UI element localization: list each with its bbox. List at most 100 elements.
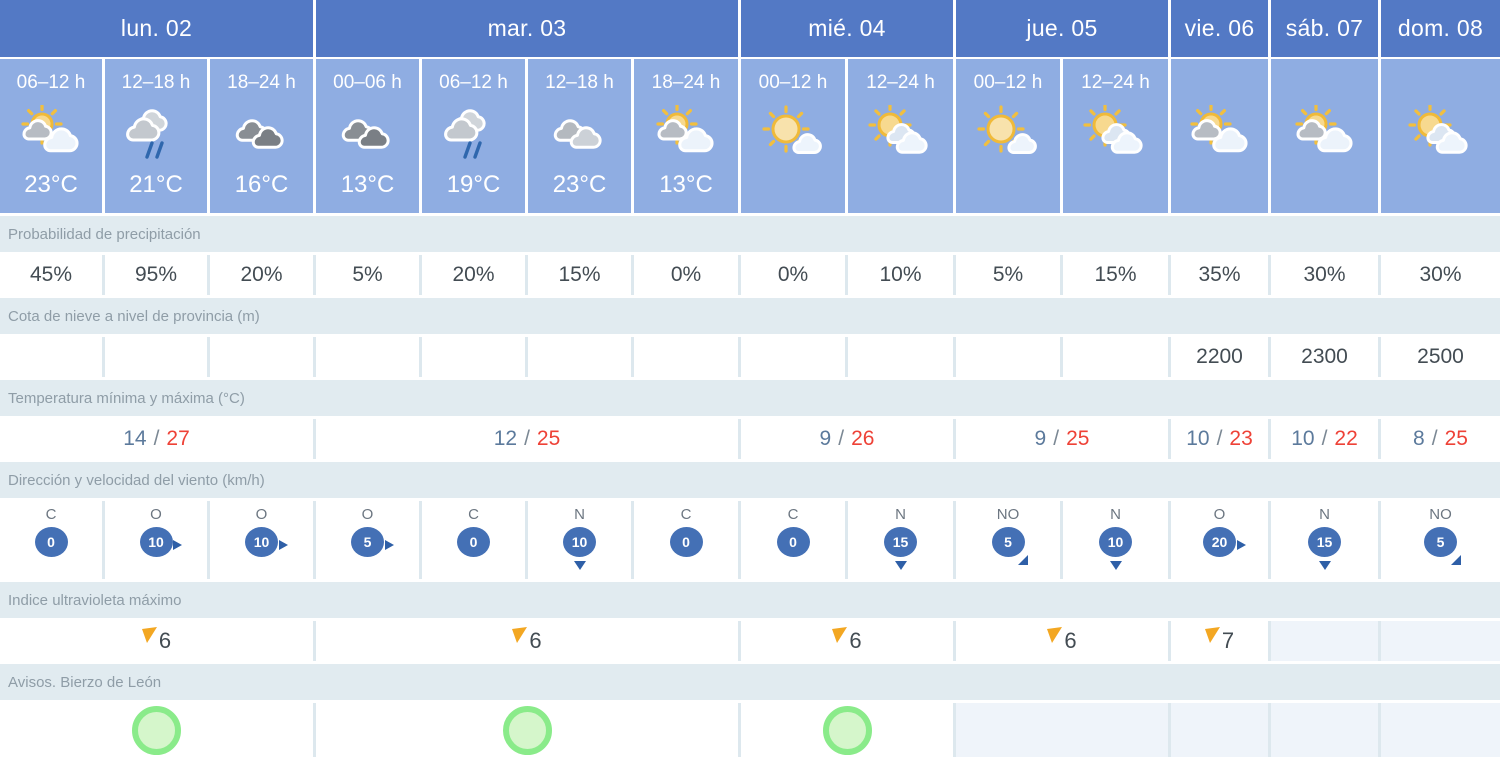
temperature-separator: / bbox=[1431, 427, 1438, 450]
wind-cell: N 15 bbox=[848, 501, 953, 579]
uv-flag-icon bbox=[832, 626, 848, 643]
snow-level-cell bbox=[634, 337, 738, 377]
day-header-cell: dom. 08 bbox=[1381, 0, 1500, 57]
temperature-separator: / bbox=[838, 427, 845, 450]
precipitation-probability-cell: 20% bbox=[422, 255, 525, 295]
min-temperature: 9 bbox=[819, 427, 832, 450]
max-temperature: 25 bbox=[536, 427, 561, 450]
row-label-uv-index: Indice ultravioleta máximo bbox=[0, 582, 1500, 618]
time-slot-cell: 00–12 h bbox=[741, 59, 845, 213]
uv-flag-icon bbox=[512, 626, 528, 643]
slot-temperature: 19°C bbox=[446, 171, 501, 198]
wind-arrow-right-icon bbox=[384, 540, 394, 550]
wind-direction-label: N bbox=[895, 506, 906, 523]
wind-speed-badge: 5 bbox=[1424, 527, 1457, 557]
warning-status-cell bbox=[1271, 703, 1378, 757]
wind-cell: N 10 bbox=[528, 501, 631, 579]
warnings-values-row bbox=[0, 703, 1500, 757]
weather-icon-wrap bbox=[866, 99, 936, 169]
uv-index-cell: 7 bbox=[1171, 621, 1268, 661]
wind-arrow-down-icon bbox=[573, 561, 586, 570]
wind-direction-label: C bbox=[680, 506, 692, 523]
slot-time-label: 00–12 h bbox=[973, 72, 1043, 93]
wind-cell: NO 5 bbox=[956, 501, 1060, 579]
day-header-cell: mié. 04 bbox=[741, 0, 953, 57]
snow-level-cell bbox=[0, 337, 102, 377]
green-warning-circle-icon bbox=[132, 705, 181, 755]
slot-time-label: 06–12 h bbox=[16, 72, 86, 93]
weather-icon-wrap bbox=[227, 99, 297, 169]
row-label-snow-level: Cota de nieve a nivel de provincia (m) bbox=[0, 298, 1500, 334]
wind-cell: O 10 bbox=[210, 501, 313, 579]
wind-arrow-right-icon bbox=[173, 540, 182, 550]
uv-index-cell: 6 bbox=[316, 621, 738, 661]
wind-arrow-right-icon bbox=[278, 540, 288, 550]
min-max-temperature-cell: 10 / 22 bbox=[1271, 419, 1378, 459]
temperature-separator: / bbox=[1321, 427, 1328, 450]
time-slot-cell: 12–18 h 23°C bbox=[528, 59, 631, 213]
wind-speed-badge: 5 bbox=[991, 527, 1025, 557]
time-slot-cell bbox=[1171, 59, 1268, 213]
wind-speed-badge: 10 bbox=[139, 527, 173, 557]
wind-direction-label: NO bbox=[996, 506, 1020, 523]
time-slot-cell: 12–18 h 21°C bbox=[105, 59, 207, 213]
time-slot-cell bbox=[1271, 59, 1378, 213]
wind-speed-badge: 15 bbox=[1308, 527, 1341, 557]
precipitation-probability-cell: 95% bbox=[105, 255, 207, 295]
day-header-cell: sáb. 07 bbox=[1271, 0, 1378, 57]
time-slot-cell: 12–24 h bbox=[1063, 59, 1168, 213]
temperature-separator: / bbox=[524, 427, 530, 450]
precipitation-probability-cell: 5% bbox=[316, 255, 419, 295]
weather-icon-wrap bbox=[651, 99, 721, 169]
wind-values-row: C 0 O 10 O 10 O 5 C 0 N 10 C 0 C 0 N 15 NO 5 N 10 O 20 N 15 NO 5 bbox=[0, 501, 1500, 579]
weather-icon-wrap bbox=[545, 99, 615, 169]
day-header-cell: vie. 06 bbox=[1171, 0, 1268, 57]
min-temperature: 12 bbox=[493, 427, 518, 450]
uv-index-cell: 6 bbox=[0, 621, 313, 661]
uv-number: 6 bbox=[1064, 628, 1077, 653]
snow-level-cell bbox=[105, 337, 207, 377]
wind-direction-label: N bbox=[574, 506, 585, 523]
min-max-temperature-cell: 9 / 25 bbox=[956, 419, 1168, 459]
max-temperature: 26 bbox=[851, 427, 875, 450]
wind-arrow-down-right-icon bbox=[1018, 555, 1028, 565]
slot-time-label: 12–18 h bbox=[121, 72, 191, 93]
max-temperature: 23 bbox=[1229, 427, 1253, 450]
wind-speed-badge: 20 bbox=[1203, 527, 1236, 557]
min-max-temperature-cell: 8 / 25 bbox=[1381, 419, 1500, 459]
temperature-label: Temperatura mínima y máxima (°C) bbox=[8, 389, 245, 407]
uv-number: 6 bbox=[158, 628, 172, 653]
wind-arrow-right-icon bbox=[1236, 540, 1246, 550]
min-max-temperature-cell: 10 / 23 bbox=[1171, 419, 1268, 459]
precipitation-probability-cell: 15% bbox=[528, 255, 631, 295]
warning-status-cell bbox=[1381, 703, 1500, 757]
wind-direction-label: C bbox=[787, 506, 799, 523]
slot-temperature: 23°C bbox=[552, 171, 607, 198]
wind-direction-label: N bbox=[1110, 506, 1121, 523]
wind-direction-label: O bbox=[255, 506, 268, 523]
uv-index-cell: 6 bbox=[741, 621, 953, 661]
uv-index-value: 6 bbox=[1047, 626, 1077, 654]
wind-direction-label: C bbox=[45, 506, 57, 523]
wind-cell: N 10 bbox=[1063, 501, 1168, 579]
wind-direction-label: NO bbox=[1429, 506, 1452, 523]
uv-index-value: 6 bbox=[512, 626, 542, 654]
slot-temperature: 23°C bbox=[24, 171, 78, 198]
precipitation-probability-cell: 5% bbox=[956, 255, 1060, 295]
uv-number: 6 bbox=[529, 628, 542, 653]
day-header-row: lun. 02 mar. 03 mié. 04 jue. 05 vie. 06 sáb. … bbox=[0, 0, 1500, 57]
min-temperature: 10 bbox=[1291, 427, 1315, 450]
rain-clouds-icon bbox=[126, 109, 168, 159]
sun-and-cloud-icon bbox=[762, 105, 822, 154]
wind-speed-badge: 0 bbox=[34, 527, 68, 557]
temperature-separator: / bbox=[1053, 427, 1060, 450]
weather-icon-wrap bbox=[973, 99, 1043, 169]
warning-status-cell bbox=[956, 703, 1168, 757]
snow-level-cell bbox=[956, 337, 1060, 377]
warning-status-cell bbox=[316, 703, 738, 757]
sun-and-clouds-icon bbox=[1407, 105, 1468, 154]
slot-temperature: 13°C bbox=[659, 171, 713, 198]
min-temperature: 8 bbox=[1413, 427, 1425, 450]
snow-level-cell bbox=[210, 337, 313, 377]
